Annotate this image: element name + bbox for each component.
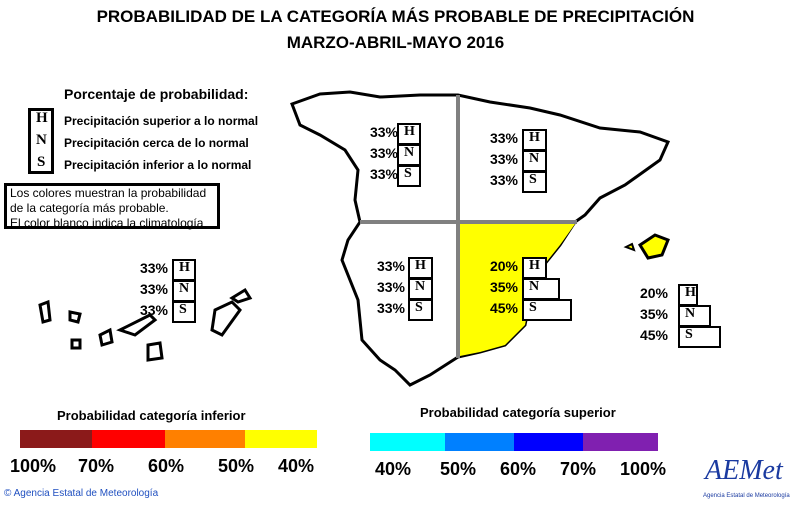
scale-superior-tick: 40% <box>375 459 412 479</box>
legend-label-n: Precipitación cerca de lo normal <box>64 136 249 150</box>
canary-island <box>210 300 242 337</box>
canarias-box-s: S <box>172 301 196 323</box>
aemet-logo-sub: Agencia Estatal de Meteorología <box>703 493 790 499</box>
canarias-pct-n: 33% <box>139 281 168 297</box>
scale-inferior-tick: 70% <box>78 456 115 476</box>
scale-inferior-segment <box>165 430 245 448</box>
northeast-pct-h: 33% <box>489 130 518 146</box>
canarias-box-n: N <box>172 280 196 302</box>
northwest-pct-n: 33% <box>369 145 398 161</box>
canary-island <box>116 313 158 337</box>
northeast-pct-n: 33% <box>489 151 518 167</box>
note-line: de la categoría más probable. <box>10 201 169 215</box>
northwest-pct-h: 33% <box>369 124 398 140</box>
northwest-box-s: S <box>397 165 421 187</box>
legend-label-s: Precipitación inferior a lo normal <box>64 158 252 172</box>
copyright-text: Agencia Estatal de Meteorología <box>13 488 159 499</box>
southwest-pct-h: 33% <box>376 258 405 274</box>
southeast-box-n: N <box>522 278 560 300</box>
scale-superior-title: Probabilidad categoría superior <box>420 405 616 420</box>
legend-label-h: Precipitación superior a lo normal <box>64 114 259 128</box>
scale-inferior-tick: 40% <box>278 456 315 476</box>
scale-superior-tick: 50% <box>440 459 477 479</box>
northeast-pct-s: 33% <box>489 172 518 188</box>
canarias-pct-s: 33% <box>139 302 168 318</box>
canary-islands <box>38 287 253 362</box>
southwest-box-n: N <box>408 278 433 300</box>
baleares-box-s: S <box>678 326 721 348</box>
legend-box <box>28 108 54 174</box>
scale-superior-tick: 100% <box>620 459 667 479</box>
southeast-pct-h: 20% <box>489 258 518 274</box>
copyright-icon: © <box>4 488 12 499</box>
scale-superior-segment <box>514 433 583 451</box>
baleares-pct-h: 20% <box>639 285 668 301</box>
scale-inferior-tick: 60% <box>148 456 185 476</box>
canary-island <box>229 287 253 304</box>
scale-inferior-segment <box>20 430 92 448</box>
southwest-box-s: S <box>408 299 433 321</box>
aemet-logo: AEMet <box>705 455 783 486</box>
northwest-box-h: H <box>397 123 421 145</box>
scale-inferior-tick: 50% <box>218 456 255 476</box>
legend-note: Los colores muestran la probabilidad de … <box>4 183 220 230</box>
scale-superior-segment <box>445 433 514 451</box>
baleares-box-n: N <box>678 305 711 327</box>
canary-island <box>68 310 82 324</box>
southeast-box-h: H <box>522 257 547 279</box>
scale-inferior-title: Probabilidad categoría inferior <box>57 408 246 423</box>
northwest-box-n: N <box>397 144 421 166</box>
canarias-box-h: H <box>172 259 196 281</box>
canary-island <box>70 338 82 350</box>
balearic-island-small <box>623 242 636 252</box>
legend-letter-h: H <box>36 110 48 126</box>
southwest-box-h: H <box>408 257 433 279</box>
canarias-pct-h: 33% <box>139 260 168 276</box>
canary-island <box>146 341 164 362</box>
scale-superior-tick: 60% <box>500 459 537 479</box>
southeast-pct-s: 45% <box>489 300 518 316</box>
title-line1: PROBABILIDAD DE LA CATEGORÍA MÁS PROBABL… <box>96 7 695 26</box>
northeast-box-n: N <box>522 150 547 172</box>
legend-letter-s: S <box>37 154 46 170</box>
title-line2: MARZO-ABRIL-MAYO 2016 <box>286 33 505 52</box>
scale-superior-segment <box>370 433 445 451</box>
canary-island <box>38 299 52 324</box>
note-line: Los colores muestran la probabilidad <box>10 186 207 200</box>
canary-island <box>98 327 114 347</box>
note-line: El color blanco indica la climatología <box>10 216 204 230</box>
copyright: © Agencia Estatal de Meteorología <box>4 488 158 499</box>
balearic-island-mallorca <box>637 233 670 260</box>
southwest-pct-s: 33% <box>376 300 405 316</box>
scale-inferior-tick: 100% <box>10 456 57 476</box>
northwest-pct-s: 33% <box>369 166 398 182</box>
baleares-pct-n: 35% <box>639 306 668 322</box>
southeast-box-s: S <box>522 299 572 321</box>
legend-letter-n: N <box>36 132 47 148</box>
scale-inferior-segment <box>245 430 317 448</box>
northeast-box-s: S <box>522 171 547 193</box>
scale-inferior-segment <box>92 430 165 448</box>
scale-superior-segment <box>583 433 658 451</box>
scale-superior-tick: 70% <box>560 459 597 479</box>
baleares-box-h: H <box>678 284 698 306</box>
southwest-pct-n: 33% <box>376 279 405 295</box>
legend-heading: Porcentaje de probabilidad: <box>64 86 249 102</box>
northeast-box-h: H <box>522 129 547 151</box>
southeast-pct-n: 35% <box>489 279 518 295</box>
baleares-pct-s: 45% <box>639 327 668 343</box>
